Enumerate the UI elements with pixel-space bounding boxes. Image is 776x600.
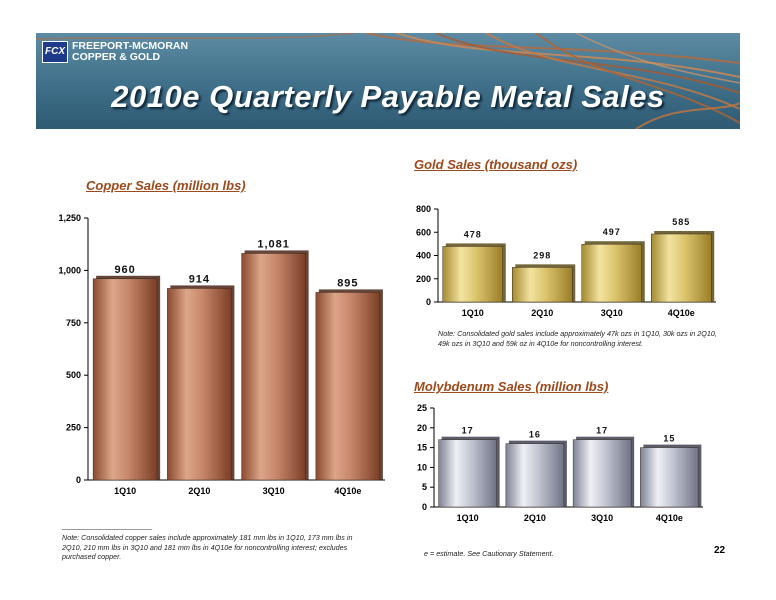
gold-note: Note: Consolidated gold sales include ap… [438, 329, 717, 348]
copper-y-tick-label: 750 [66, 318, 81, 328]
moly-category-label: 4Q10e [656, 513, 683, 523]
moly-y-tick-label: 0 [422, 502, 427, 512]
copper-category-label: 2Q10 [188, 486, 210, 496]
gold-y-tick-label: 600 [416, 227, 431, 237]
moly-category-label: 1Q10 [457, 513, 479, 523]
gold-bar [442, 246, 503, 303]
gold-category-label: 2Q10 [531, 308, 553, 318]
moly-bar [640, 447, 699, 508]
copper-category-label: 4Q10e [334, 486, 361, 496]
gold-chart-title: Gold Sales (thousand ozs) [414, 157, 578, 172]
copper-bar [315, 292, 381, 481]
logo-line-2: COPPER & GOLD [72, 51, 161, 63]
copper-y-tick-label: 500 [66, 370, 81, 380]
moly-value-label: 17 [462, 426, 474, 436]
moly-value-label: 15 [663, 434, 675, 444]
gold-value-label: 497 [603, 227, 621, 237]
page-title: 2010e Quarterly Payable Metal Sales [111, 79, 665, 114]
gold-bar [651, 233, 712, 303]
page-number: 22 [714, 545, 726, 556]
copper-wire-decoration [36, 33, 740, 129]
copper-bar [167, 288, 232, 481]
copper-value-label: 895 [337, 277, 358, 289]
gold-bar [581, 243, 642, 303]
copper-y-tick-label: 1,000 [58, 265, 81, 275]
copper-category-label: 1Q10 [114, 486, 136, 496]
moly-y-tick-label: 5 [422, 482, 427, 492]
gold-y-tick-label: 800 [416, 204, 431, 214]
moly-bar [572, 439, 632, 508]
moly-chart-title: Molybdenum Sales (million lbs) [414, 379, 609, 394]
moly-y-tick-label: 20 [417, 423, 427, 433]
logo-line-1: FREEPORT-MCMORAN [72, 40, 189, 52]
header-banner: FCX FREEPORT-MCMORAN COPPER & GOLD 2010e… [36, 33, 740, 129]
gold-value-label: 298 [533, 250, 551, 260]
gold-y-tick-label: 400 [416, 251, 431, 261]
moly-value-label: 16 [529, 430, 541, 440]
copper-y-tick-label: 1,250 [58, 213, 81, 223]
note-divider [62, 529, 152, 530]
estimate-note: e = estimate. See Cautionary Statement. [424, 549, 554, 558]
copper-y-tick-label: 250 [66, 423, 81, 433]
moly-y-tick-label: 15 [417, 443, 427, 453]
moly-y-tick-label: 25 [417, 403, 427, 413]
copper-chart-title: Copper Sales (million lbs) [86, 178, 246, 193]
copper-value-label: 1,081 [257, 238, 290, 250]
copper-note: Note: Consolidated copper sales include … [62, 533, 353, 561]
copper-category-label: 3Q10 [263, 486, 285, 496]
gold-value-label: 478 [464, 229, 482, 239]
copper-bar [92, 278, 158, 481]
gold-value-label: 585 [672, 217, 690, 227]
gold-y-tick-label: 0 [426, 297, 431, 307]
gold-y-tick-label: 200 [416, 274, 431, 284]
moly-y-tick-label: 10 [417, 462, 427, 472]
moly-value-label: 17 [596, 426, 608, 436]
gold-category-label: 3Q10 [601, 308, 623, 318]
copper-y-tick-label: 0 [76, 475, 81, 485]
copper-bar [241, 253, 306, 481]
gold-category-label: 4Q10e [668, 308, 695, 318]
copper-value-label: 914 [189, 273, 210, 285]
moly-bar [505, 443, 565, 508]
copper-value-label: 960 [114, 264, 135, 276]
gold-category-label: 1Q10 [462, 308, 484, 318]
moly-bar [438, 439, 497, 508]
gold-bar [512, 267, 573, 303]
logo-mark-icon: FCX [42, 41, 68, 63]
company-logo: FCX FREEPORT-MCMORAN COPPER & GOLD [42, 41, 188, 63]
moly-category-label: 3Q10 [591, 513, 613, 523]
moly-category-label: 2Q10 [524, 513, 546, 523]
